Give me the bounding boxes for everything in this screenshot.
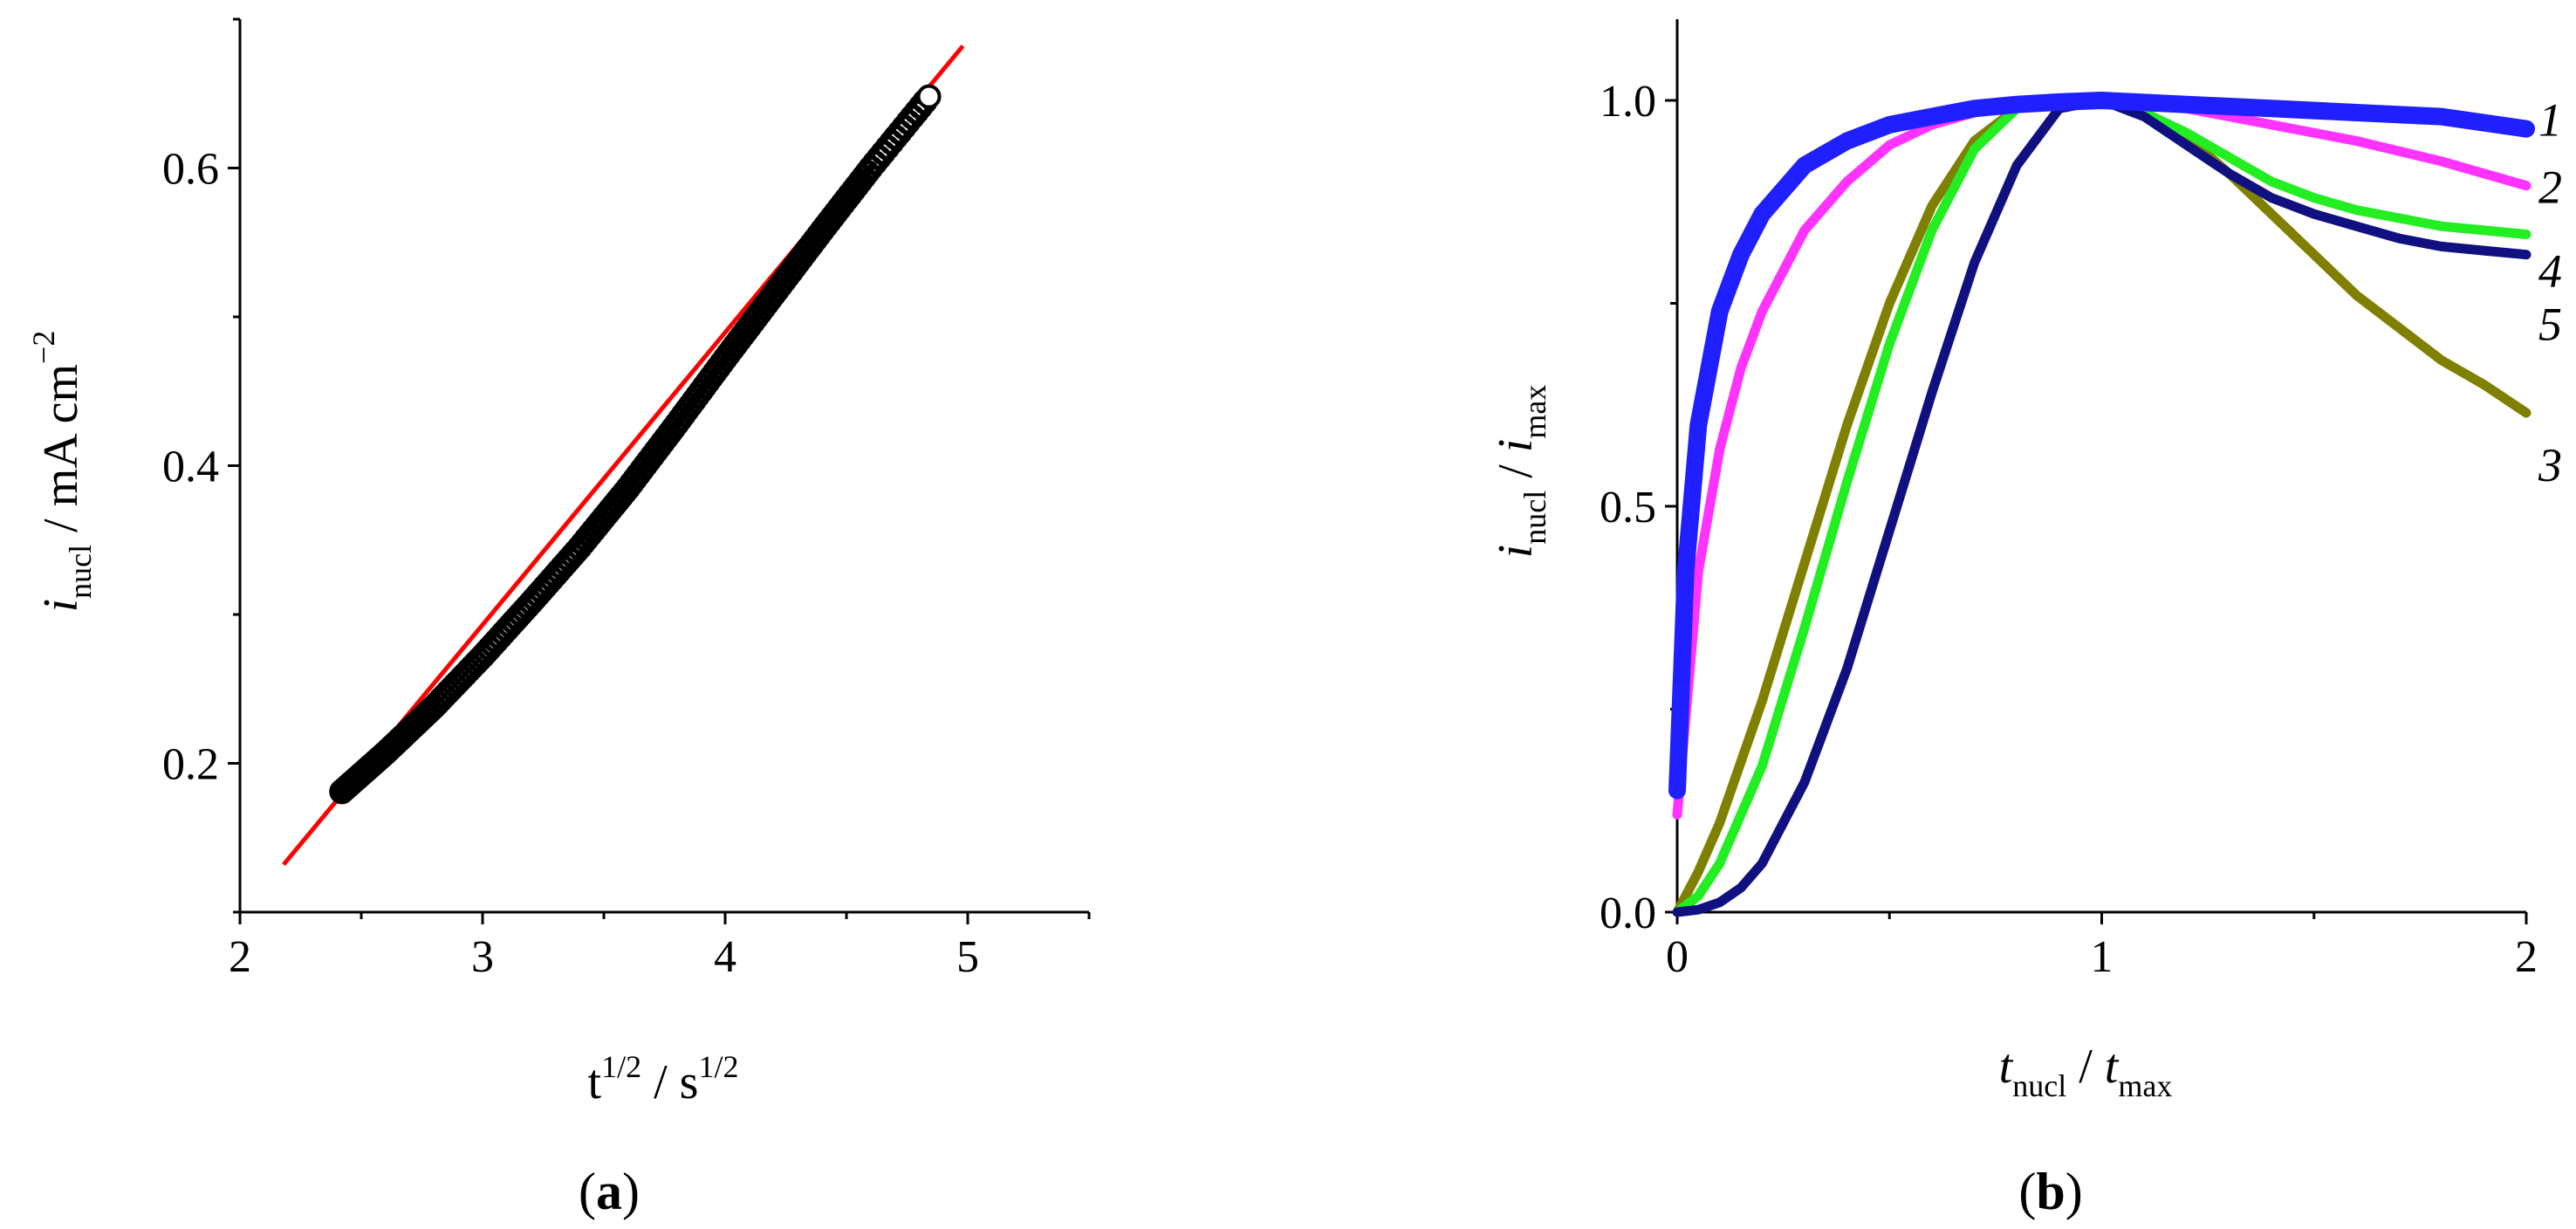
panel-b: 0 1 2 0.0 0.5 1.0 1 2 3 45 tnucl / tmax inucl / … [1489, 19, 2562, 1220]
panel-b-series-labels: 1 2 3 45 [2538, 94, 2562, 491]
panel-b-label: (b) [2018, 1163, 2082, 1220]
panel-b-curve-2 [1672, 95, 2531, 820]
panel-b-ytick-label: 1.0 [1600, 77, 1656, 127]
panel-a-ytick-label: 0.2 [162, 740, 219, 790]
panel-a-ticks: 2 3 4 5 0.2 0.4 0.6 [162, 17, 1091, 982]
panel-a-label: (a) [579, 1163, 640, 1220]
panel-a-xtick-label: 5 [956, 932, 979, 982]
panel-b-ytick-label: 0.0 [1600, 889, 1656, 938]
panel-b-curve-1 [1668, 92, 2535, 800]
panel-b-curve-label-4: 4 [2538, 244, 2562, 297]
panel-b-xtick-label: 0 [1666, 932, 1689, 982]
panel-b-xtick-label: 1 [2091, 932, 2114, 982]
panel-b-ticks: 0 1 2 0.0 0.5 1.0 [1600, 77, 2538, 982]
panel-b-xtick-label: 2 [2515, 932, 2538, 982]
panel-a-marker-layer [329, 84, 942, 805]
panel-a-xtick-label: 4 [714, 932, 736, 982]
panel-b-y-axis-title: inucl / imax [1489, 385, 1552, 559]
panel-b-curve-label-2: 2 [2538, 161, 2562, 214]
panel-b-curve-label-1: 1 [2538, 94, 2562, 147]
panel-a-data-marker [916, 84, 942, 109]
panel-b-x-axis-title: tnucl / tmax [1999, 1040, 2173, 1103]
panel-a-xtick-label: 2 [229, 932, 251, 982]
panel-b-series-layer [1668, 92, 2535, 917]
panel-b-curve-label-5: 5 [2538, 299, 2562, 351]
panel-a-ytick-label: 0.6 [162, 145, 219, 195]
panel-a-ytick-label: 0.4 [162, 443, 219, 492]
panel-b-ytick-label: 0.5 [1600, 483, 1656, 532]
panel-a-x-axis-title: t1/2 / s1/2 [588, 1049, 739, 1109]
panel-a-xtick-label: 3 [471, 932, 494, 982]
panel-b-curve-label-3: 3 [2538, 439, 2562, 491]
panel-a-y-axis-title: inucl / mA cm−2 [26, 331, 98, 613]
panel-a: 2 3 4 5 0.2 0.4 0.6 t1/2 / s1/2 inucl / mA cm−… [26, 17, 1091, 1220]
